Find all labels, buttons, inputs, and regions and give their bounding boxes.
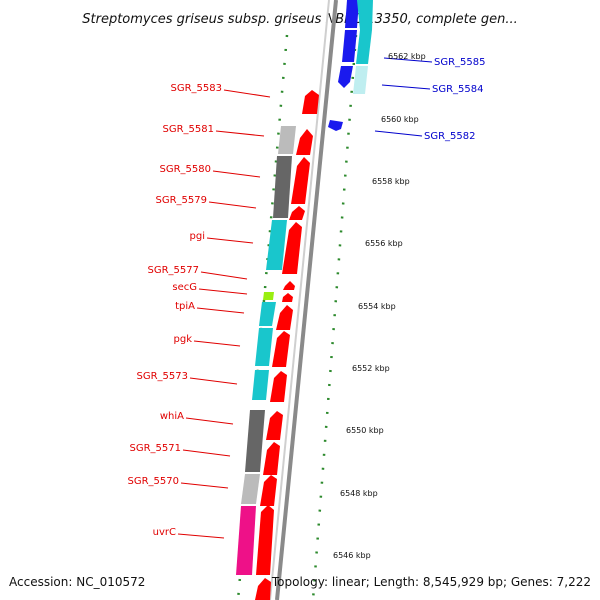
gene-sgr-5583[interactable] [302,90,319,114]
label-sgr-5580[interactable]: SGR_5580 [160,164,212,175]
gene-sgr-5571[interactable] [263,442,280,475]
right-gene-labels: SGR_5585 SGR_5584 SGR_5582 [374,57,486,142]
ruler-tick-6562: 6562 kbp [388,52,426,61]
label-whiA[interactable]: whiA [160,411,184,422]
ruler-tick-6560: 6560 kbp [381,115,419,124]
label-sgr-5570[interactable]: SGR_5570 [128,476,180,487]
cds-pgk[interactable] [255,328,273,366]
label-secG[interactable]: secG [172,282,197,293]
ruler-tick-6558: 6558 kbp [372,177,410,186]
label-uvrC[interactable]: uvrC [153,527,176,538]
label-sgr-5577[interactable]: SGR_5577 [148,265,200,276]
gene-tpiA[interactable] [276,305,293,330]
gene-sgr-5570[interactable] [260,475,277,506]
cds-pgi[interactable] [266,220,287,270]
accession-text: Accession: NC_010572 [9,575,145,589]
gene-partial-bottom[interactable] [255,578,271,600]
genome-backbone [269,0,338,600]
ruler-tick-6546: 6546 kbp [333,551,371,560]
cds-sgr-5580[interactable] [273,156,292,218]
genome-summary-text: Topology: linear; Length: 8,545,929 bp; … [271,575,591,589]
gene-blue-top[interactable] [345,0,359,28]
gene-sgr-5581[interactable] [296,129,313,155]
gene-sgr-5585[interactable] [342,30,357,62]
gene-sgr-5584[interactable] [338,66,353,88]
label-sgr-5582[interactable]: SGR_5582 [424,131,476,142]
label-sgr-5583[interactable]: SGR_5583 [171,83,223,94]
cds-sgr-5585[interactable] [356,30,372,64]
label-sgr-5573[interactable]: SGR_5573 [137,371,189,382]
label-pgk[interactable]: pgk [174,334,193,345]
label-sgr-5584[interactable]: SGR_5584 [432,84,484,95]
label-sgr-5585[interactable]: SGR_5585 [434,57,486,68]
label-sgr-5579[interactable]: SGR_5579 [156,195,208,206]
map-title: Streptomyces griseus subsp. griseus NBRC… [82,12,517,27]
gene-sgr-5579[interactable] [289,206,305,220]
left-gene-labels: SGR_5583 SGR_5581 SGR_5580 SGR_5579 pgi … [128,83,271,539]
cds-sgr-5581[interactable] [278,126,296,154]
gene-whiA[interactable] [266,411,283,440]
gene-secG[interactable] [263,292,274,300]
cds-sgr-5573[interactable] [252,370,269,400]
label-tpiA[interactable]: tpiA [175,301,195,312]
ruler-tick-6550: 6550 kbp [346,426,384,435]
gene-sgr-5580[interactable] [291,157,310,204]
cds-sgr-5570[interactable] [241,474,260,504]
gene-pgi[interactable] [282,222,302,274]
gene-secG-red[interactable] [282,293,293,302]
gene-sgr-5582[interactable] [328,120,343,131]
label-sgr-5571[interactable]: SGR_5571 [130,443,182,454]
label-sgr-5581[interactable]: SGR_5581 [163,124,215,135]
cds-uvrC[interactable] [236,506,256,575]
gene-sgr-5577[interactable] [283,281,295,290]
cds-cyan-top[interactable] [357,0,373,30]
label-pgi[interactable]: pgi [190,231,205,242]
ruler-tick-6556: 6556 kbp [365,239,403,248]
cds-sgr-5584[interactable] [353,66,368,94]
gene-uvrC[interactable] [256,505,274,575]
cds-tpiA[interactable] [259,302,276,326]
gene-sgr-5573[interactable] [270,371,287,402]
cds-whiA[interactable] [245,410,265,472]
ruler-tick-6552: 6552 kbp [352,364,390,373]
upper-feature-block [328,0,373,131]
ruler-tick-6554: 6554 kbp [358,302,396,311]
red-gene-track [255,90,319,600]
ruler-tick-6548: 6548 kbp [340,489,378,498]
gene-pgk[interactable] [272,331,290,367]
position-ruler: 6562 kbp 6560 kbp 6558 kbp 6556 kbp 6554… [333,52,426,560]
left-feature-track [236,126,296,575]
